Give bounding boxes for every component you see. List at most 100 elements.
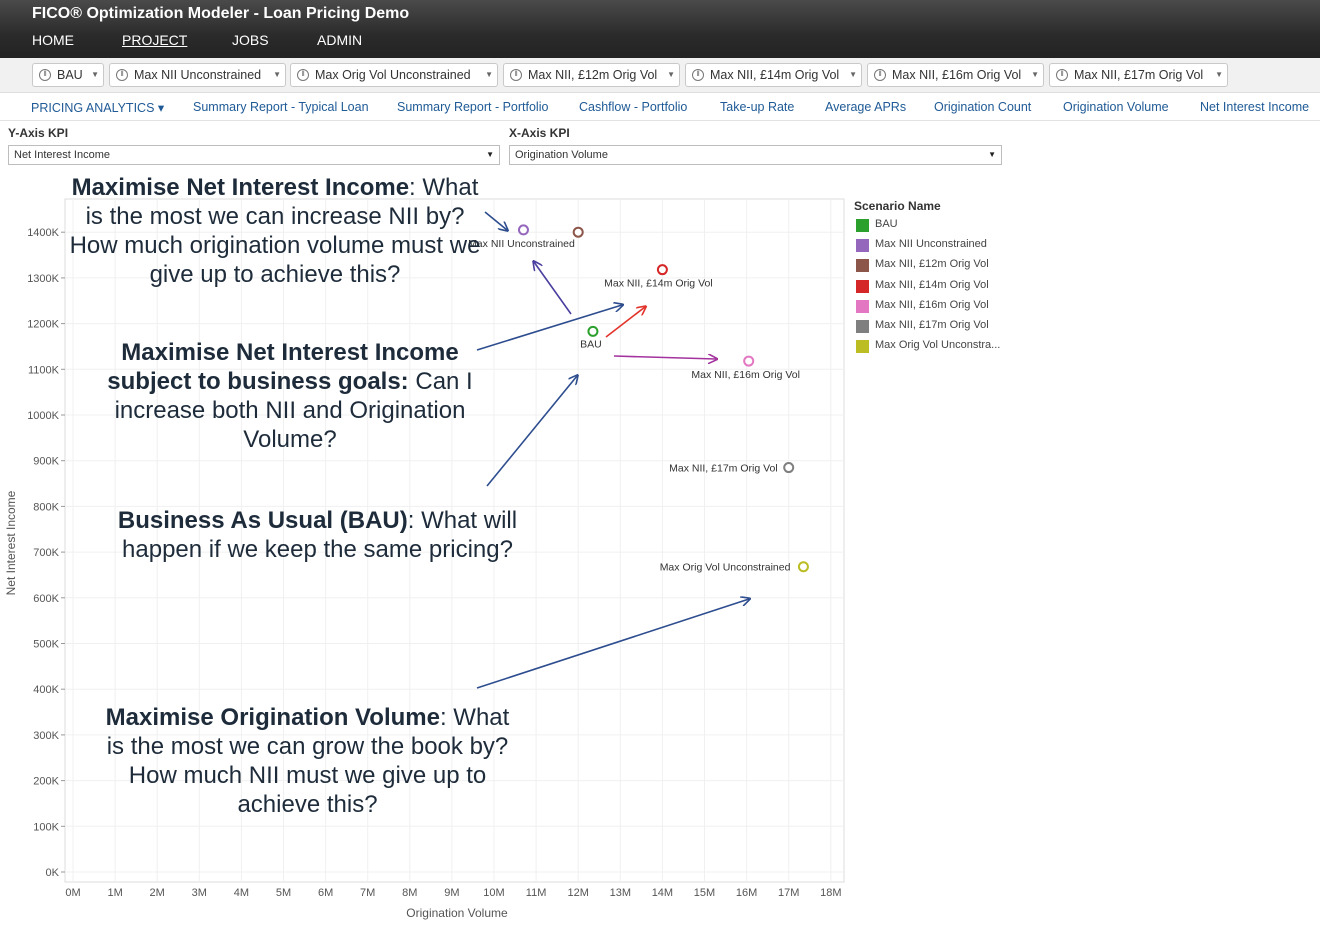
y-tick-label: 1100K xyxy=(28,364,60,376)
x-tick-label: 5M xyxy=(276,887,291,899)
arrow-bau-to-max-nii xyxy=(534,262,572,315)
y-tick-label: 1000K xyxy=(27,410,59,422)
app-header: FICO® Optimization Modeler - Loan Pricin… xyxy=(0,0,1320,58)
y-tick-label: 500K xyxy=(33,639,59,651)
callout-max-nii-text: : What is the most we can increase NII b… xyxy=(69,174,481,288)
y-tick-label: 300K xyxy=(33,730,59,742)
scenario-icon: ⦀ xyxy=(510,69,522,81)
arrow-to-max-orig-vol xyxy=(476,599,749,689)
callout-max-orig-vol-text: : What is the most we can grow the book … xyxy=(106,704,510,818)
tab-average-aprs[interactable]: Average APRs xyxy=(825,100,907,114)
scenario-pill-max-nii-12m[interactable]: ⦀ Max NII, £12m Orig Vol ▼ xyxy=(503,63,680,87)
scenario-pill-max-nii-16m[interactable]: ⦀ Max NII, £16m Orig Vol ▼ xyxy=(867,63,1044,87)
scenario-pill-label: Max NII Unconstrained xyxy=(134,68,262,82)
scenario-pill-label: Max NII, £14m Orig Vol xyxy=(710,68,840,82)
tab-origination-volume[interactable]: Origination Volume xyxy=(1063,100,1169,114)
nav-admin[interactable]: ADMIN xyxy=(317,32,363,48)
app-title: FICO® Optimization Modeler - Loan Pricin… xyxy=(32,5,410,22)
callout-max-orig-vol: Maximise Origination Volume: What is the… xyxy=(95,703,520,819)
callout-max-nii: Maximise Net Interest Income: What is th… xyxy=(60,173,490,289)
scenario-pill-bau[interactable]: ⦀ BAU ▼ xyxy=(32,63,104,87)
scenario-pill-label: BAU xyxy=(57,68,83,82)
tab-summary-portfolio[interactable]: Summary Report - Portfolio xyxy=(397,100,549,114)
legend-label: Max NII, £12m Orig Vol xyxy=(875,258,989,271)
y-axis-title: Net Interest Income xyxy=(4,490,18,595)
scenario-pill-max-nii-14m[interactable]: ⦀ Max NII, £14m Orig Vol ▼ xyxy=(685,63,862,87)
x-tick-label: 17M xyxy=(778,887,799,899)
scenario-icon: ⦀ xyxy=(692,69,704,81)
tab-cashflow-portfolio[interactable]: Cashflow - Portfolio xyxy=(579,100,688,114)
y-tick-label: 400K xyxy=(33,684,59,696)
chevron-down-icon: ▼ xyxy=(91,70,99,79)
scenario-pill-max-nii-17m[interactable]: ⦀ Max NII, £17m Orig Vol ▼ xyxy=(1049,63,1228,87)
x-tick-label: 4M xyxy=(234,887,249,899)
x-tick-label: 10M xyxy=(483,887,504,899)
nav-home[interactable]: HOME xyxy=(32,32,74,48)
x-axis-kpi-value: Origination Volume xyxy=(515,149,608,161)
legend-label: Max NII, £16m Orig Vol xyxy=(875,298,989,311)
data-point[interactable] xyxy=(587,325,599,337)
x-tick-label: 9M xyxy=(444,887,459,899)
x-tick-label: 15M xyxy=(694,887,715,899)
y-tick-label: 1200K xyxy=(27,319,59,331)
data-point[interactable] xyxy=(743,355,755,367)
y-tick-label: 200K xyxy=(33,776,59,788)
nav-jobs[interactable]: JOBS xyxy=(232,32,269,48)
tab-summary-typical-loan[interactable]: Summary Report - Typical Loan xyxy=(193,100,369,114)
tab-pricing-analytics[interactable]: PRICING ANALYTICS ▾ xyxy=(31,101,165,115)
callout-bau-heading: Business As Usual (BAU) xyxy=(117,507,408,534)
report-tabs: PRICING ANALYTICS ▾ Summary Report - Typ… xyxy=(0,95,1320,121)
y-tick-label: 600K xyxy=(33,593,59,605)
y-tick-label: 0K xyxy=(46,867,60,879)
x-tick-label: 16M xyxy=(736,887,757,899)
data-point[interactable] xyxy=(656,264,668,276)
chevron-down-icon: ▼ xyxy=(849,70,857,79)
data-point-label: Max NII, £16m Orig Vol xyxy=(691,369,800,381)
x-tick-label: 11M xyxy=(526,887,547,899)
callout-bau-text: : What will happen if we keep the same p… xyxy=(122,507,518,563)
scenario-icon: ⦀ xyxy=(874,69,886,81)
data-point[interactable] xyxy=(517,224,529,236)
x-tick-label: 2M xyxy=(150,887,165,899)
arrow-to-bau xyxy=(486,376,577,487)
legend-swatch xyxy=(856,320,869,333)
y-axis-kpi-select[interactable]: Net Interest Income ▼ xyxy=(8,145,500,165)
x-tick-label: 8M xyxy=(402,887,417,899)
tab-net-interest-income[interactable]: Net Interest Income xyxy=(1200,100,1310,114)
y-axis-kpi-label: Y-Axis KPI xyxy=(8,126,69,140)
scenario-pill-label: Max NII, £17m Orig Vol xyxy=(1074,68,1204,82)
scenario-icon: ⦀ xyxy=(116,69,128,81)
x-axis-kpi-label: X-Axis KPI xyxy=(509,126,570,140)
scenario-pill-label: Max NII, £16m Orig Vol xyxy=(892,68,1022,82)
tab-take-up-rate[interactable]: Take-up Rate xyxy=(720,100,795,114)
legend-title: Scenario Name xyxy=(854,199,941,213)
x-tick-label: 3M xyxy=(192,887,207,899)
legend-label: Max Orig Vol Unconstra... xyxy=(875,339,1001,352)
chevron-down-icon: ▼ xyxy=(486,150,494,159)
y-tick-label: 700K xyxy=(33,547,59,559)
data-point[interactable] xyxy=(797,561,809,573)
x-tick-label: 0M xyxy=(65,887,80,899)
nav-project[interactable]: PROJECT xyxy=(122,32,188,48)
scenario-pill-max-orig-vol-unconstrained[interactable]: ⦀ Max Orig Vol Unconstrained ▼ xyxy=(290,63,498,87)
y-tick-label: 100K xyxy=(33,821,59,833)
x-axis-kpi-select[interactable]: Origination Volume ▼ xyxy=(509,145,1002,165)
legend-swatch xyxy=(856,340,869,354)
tab-origination-count[interactable]: Origination Count xyxy=(934,100,1032,114)
legend-swatch xyxy=(856,239,869,253)
legend-swatch xyxy=(856,219,869,232)
x-axis-title: Origination Volume xyxy=(406,906,508,920)
x-tick-label: 13M xyxy=(610,887,631,899)
callout-max-orig-vol-heading: Maximise Origination Volume xyxy=(105,704,440,731)
scenario-icon: ⦀ xyxy=(1056,69,1068,81)
y-tick-label: 800K xyxy=(33,501,59,513)
scenario-pill-max-nii-unconstrained[interactable]: ⦀ Max NII Unconstrained ▼ xyxy=(109,63,286,87)
arrow-goals-to-14m xyxy=(476,305,622,351)
scenario-icon: ⦀ xyxy=(297,69,309,81)
data-point-label: Max Orig Vol Unconstrained xyxy=(660,562,791,574)
x-tick-label: 1M xyxy=(107,887,122,899)
data-point[interactable] xyxy=(783,462,795,474)
callout-max-nii-goals: Maximise Net Interest Income subject to … xyxy=(85,338,495,454)
scenario-icon: ⦀ xyxy=(39,69,51,81)
data-point[interactable] xyxy=(572,226,584,238)
